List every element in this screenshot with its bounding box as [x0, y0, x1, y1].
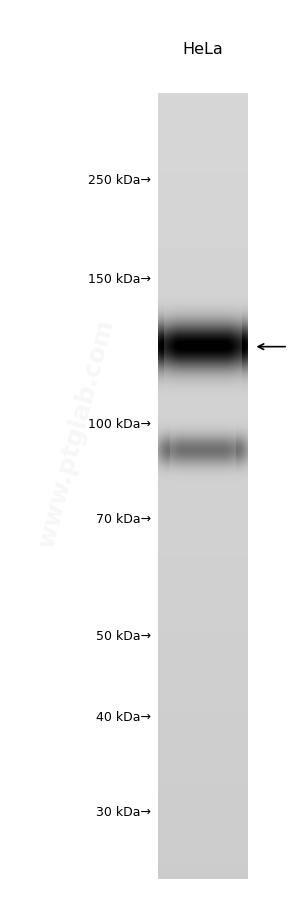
Text: 40 kDa→: 40 kDa→ [97, 711, 152, 723]
Text: 70 kDa→: 70 kDa→ [96, 512, 152, 525]
Text: 30 kDa→: 30 kDa→ [97, 805, 152, 818]
Text: 150 kDa→: 150 kDa→ [88, 273, 152, 286]
Text: 50 kDa→: 50 kDa→ [96, 630, 152, 642]
Text: 100 kDa→: 100 kDa→ [88, 418, 152, 430]
Text: 250 kDa→: 250 kDa→ [88, 174, 152, 187]
Text: www.ptglab.com: www.ptglab.com [34, 316, 119, 550]
Text: HeLa: HeLa [182, 42, 223, 57]
